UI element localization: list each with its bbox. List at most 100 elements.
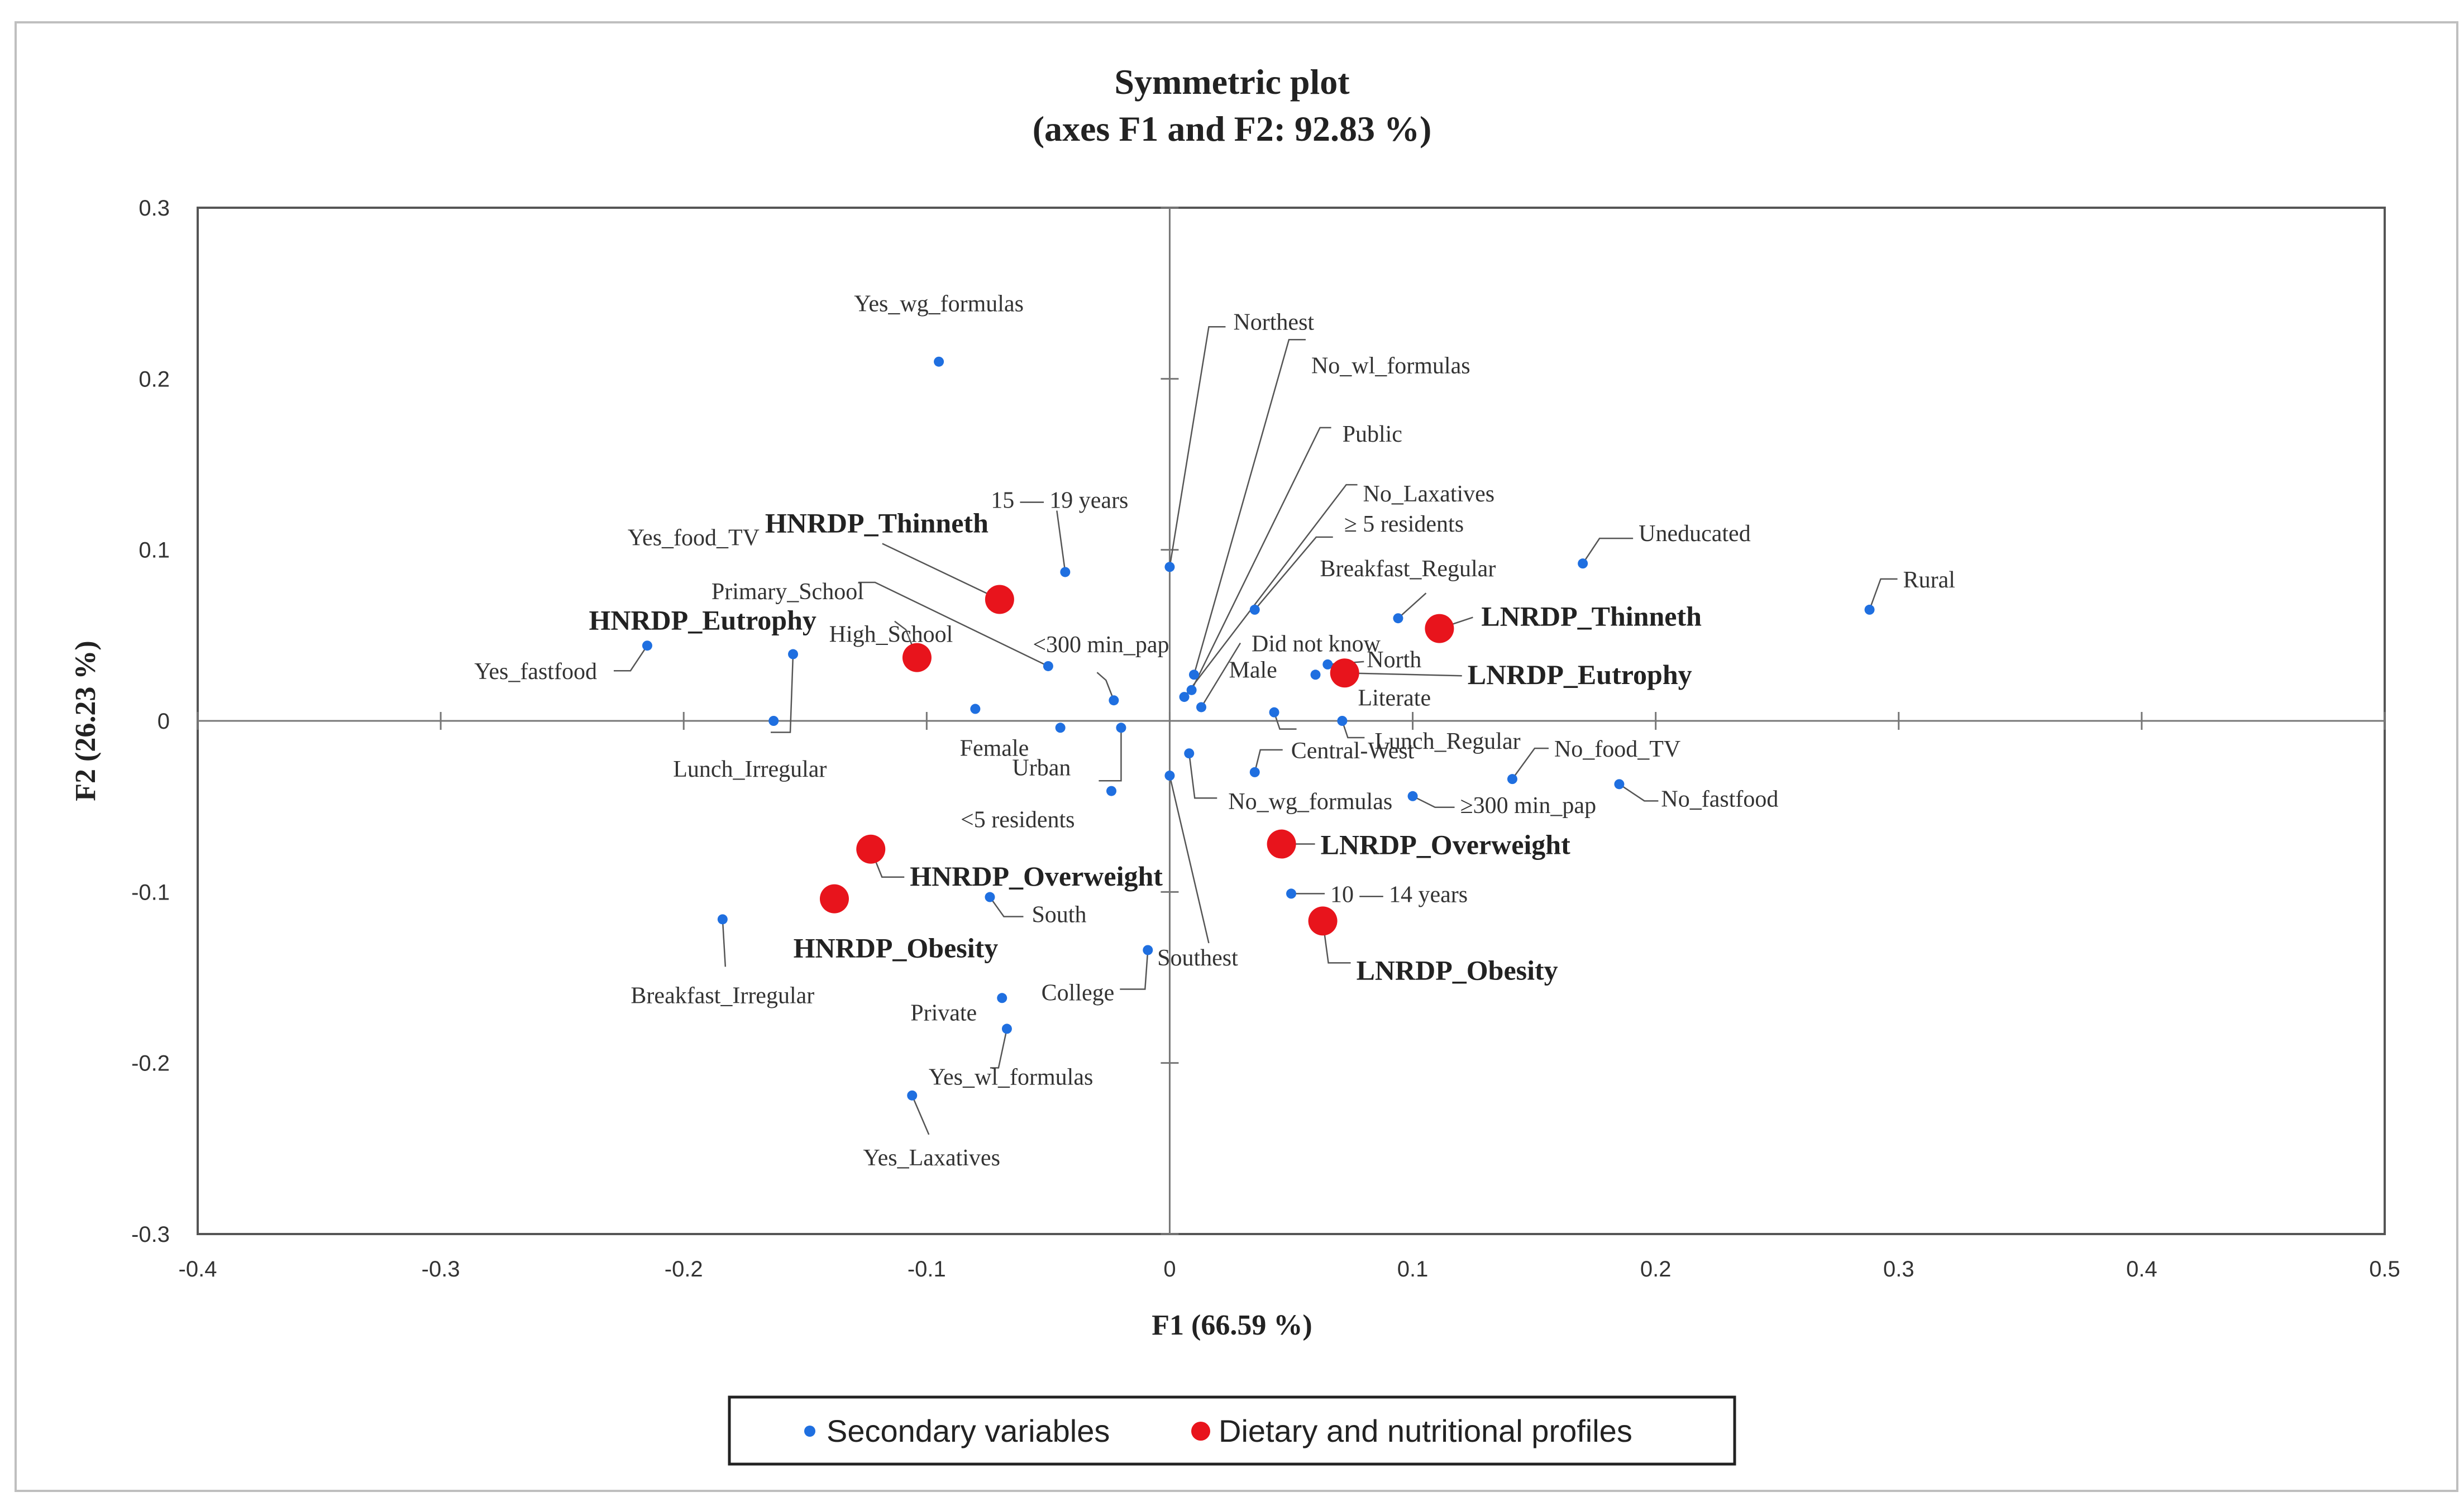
leader-line-yes-fastfood (613, 645, 648, 672)
chart-border (15, 21, 2458, 1492)
point-no-wl-formulas (1188, 670, 1199, 680)
point-label-hnrdp-overweight: HNRDP_Overweight (910, 860, 1163, 892)
leader-line-rural (1869, 578, 1898, 610)
point-label-no-wg-formulas: No_wg_formulas (1228, 789, 1392, 815)
point-label-central-west: Central-West (1291, 738, 1415, 764)
leader-line-uneducated (1582, 537, 1634, 564)
series-secondary (642, 356, 1875, 1101)
point-male (1310, 670, 1321, 680)
y-tick-label: 0.3 (139, 196, 170, 221)
leader-line-breakfast-irregular (722, 919, 727, 967)
point-label-public: Public (1343, 422, 1402, 447)
point-lunch-irregular (768, 716, 779, 726)
y-tick-label: -0.3 (131, 1222, 170, 1247)
y-tick-label: -0.2 (131, 1051, 170, 1076)
point-did-not-know (1196, 702, 1207, 713)
leader-line-yes-food-tv (771, 654, 794, 733)
point-label-high-school: High_School (829, 622, 953, 648)
leader-line-urban (1099, 728, 1122, 782)
leader-line-northest (1169, 326, 1226, 567)
legend-box (728, 1395, 1736, 1466)
point-breakfast-irregular (717, 914, 728, 925)
point-label-no-wl-formulas: No_wl_formulas (1311, 353, 1470, 379)
point-no-laxatives (1179, 692, 1190, 702)
legend: Secondary variables Dietary and nutritio… (728, 1395, 1736, 1466)
series-profiles (819, 585, 1454, 936)
point-label-hnrdp-thinneth: HNRDP_Thinneth (765, 508, 989, 539)
point-label-5-residents: <5 residents (961, 807, 1075, 833)
leader-line-central-west (1254, 749, 1283, 773)
point-label-rural: Rural (1903, 567, 1955, 593)
point-300-min-pap (1407, 791, 1418, 801)
point-5-residents (1106, 786, 1117, 796)
leader-line-no-wg-formulas (1188, 753, 1217, 799)
point-label-lnrdp-overweight: LNRDP_Overweight (1321, 829, 1570, 860)
point-hnrdp-thinneth (985, 585, 1014, 614)
point-yes-wg-formulas (934, 356, 944, 367)
y-axis-title: F2 (26.23 %) (70, 640, 102, 801)
point-private (997, 993, 1007, 1003)
point-lnrdp-obesity (1308, 906, 1338, 936)
legend-label-secondary: Secondary variables (827, 1413, 1110, 1448)
point-label-north: North (1367, 647, 1421, 673)
x-tick-label: 0.3 (1883, 1257, 1914, 1282)
leader-line-literate (1273, 712, 1297, 730)
point-urban (1116, 723, 1126, 733)
point-label-male: Male (1229, 657, 1277, 683)
point-female (1055, 723, 1066, 733)
point-label-breakfast-irregular: Breakfast_Irregular (631, 983, 814, 1008)
leader-line-did-not-know (1200, 642, 1241, 708)
x-tick-label: 0.2 (1640, 1257, 1672, 1282)
point-yes-fastfood (642, 640, 652, 651)
leader-line-yes-wl-formulas (990, 1029, 1008, 1069)
point-label-5-residents: ≥ 5 residents (1344, 511, 1464, 537)
x-tick-label: -0.2 (665, 1257, 703, 1282)
point-label-300-min-pap: ≥300 min_pap (1460, 793, 1597, 819)
point-label-yes-fastfood: Yes_fastfood (474, 659, 597, 685)
axes-layer: -0.4 -0.3 -0.2 -0.1 0 0.1 0.2 0.3 0.4 0.5 -0.3 -0.2… (131, 196, 2400, 1282)
point-label-urban: Urban (1012, 755, 1071, 781)
leader-line-lnrdp-eutrophy (1344, 672, 1462, 677)
point-label-yes-wg-formulas: Yes_wg_formulas (854, 291, 1024, 317)
leader-line-no-food-tv (1511, 747, 1549, 780)
chart-subtitle: (axes F1 and F2: 92.83 %) (1033, 109, 1432, 149)
leader-line-south (989, 896, 1024, 917)
point-label-lnrdp-thinneth: LNRDP_Thinneth (1481, 601, 1702, 632)
point-label-literate: Literate (1358, 686, 1431, 711)
point-lnrdp-overweight (1267, 829, 1296, 859)
point-primary-school (1043, 661, 1053, 671)
point-breakfast-regular (1393, 613, 1403, 624)
point-uneducated (1578, 558, 1588, 569)
point-label-15-19-years: 15 — 19 years (991, 487, 1128, 513)
leader-line-no-fastfood (1618, 783, 1659, 802)
point-label-northest: Northest (1233, 309, 1314, 335)
point-hnrdp-eutrophy (902, 643, 932, 672)
point-south (985, 892, 995, 902)
labels-layer: Yes_wg_formulas Northest No_wl_formulas Pub… (474, 291, 1955, 1171)
point-yes-food-tv (788, 649, 799, 659)
leader-line-public (1191, 427, 1331, 691)
legend-marker-secondary (804, 1426, 815, 1437)
leader-line-300-min-pap (1412, 795, 1455, 809)
point-southest (1164, 771, 1175, 781)
point-label-10-14-years: 10 — 14 years (1330, 882, 1468, 907)
point-north (1322, 659, 1333, 670)
x-tick-label: 0.4 (2126, 1257, 2157, 1282)
point-no-food-tv (1507, 774, 1517, 785)
point-college (1143, 945, 1153, 955)
point-10-14-years (1286, 888, 1296, 899)
leader-line-15-19-years (1056, 510, 1066, 572)
leader-line-5-residents (1254, 536, 1333, 610)
point-label-lunch-regular: Lunch_Regular (1374, 729, 1520, 754)
leader-line-breakfast-regular (1397, 592, 1427, 619)
point-label-south: South (1032, 902, 1086, 928)
legend-label-profiles: Dietary and nutritional profiles (1219, 1413, 1632, 1448)
y-tick-label: 0.1 (139, 538, 170, 563)
point-label-lnrdp-eutrophy: LNRDP_Eutrophy (1468, 659, 1692, 690)
point-300-min-pap (1109, 695, 1119, 706)
points-layer (642, 356, 1875, 1101)
point-label-no-fastfood: No_fastfood (1661, 786, 1778, 812)
point-label-300-min-pap: <300 min_pap (1033, 632, 1169, 658)
point-no-wg-formulas (1184, 748, 1195, 759)
